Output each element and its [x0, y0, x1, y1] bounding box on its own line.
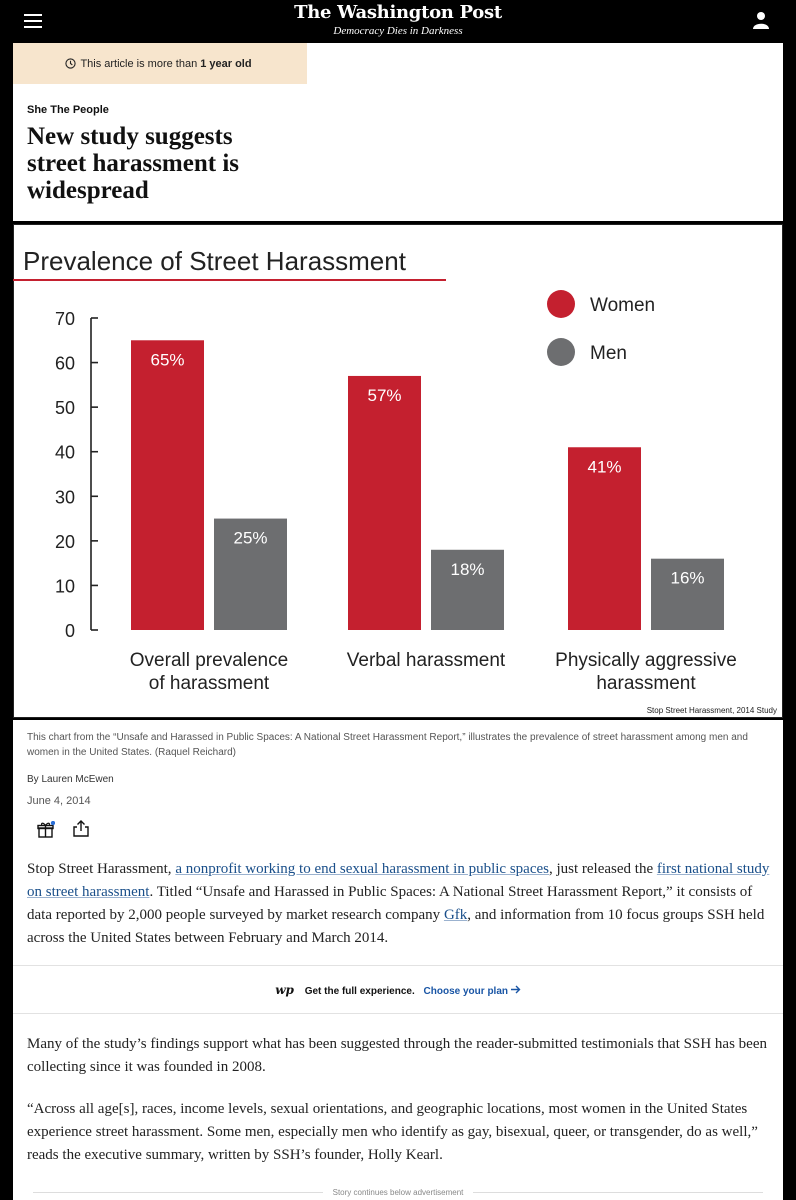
- x-category-label: Physically aggressive: [555, 650, 737, 671]
- x-category-label: Overall prevalence: [130, 650, 288, 671]
- bar-value-label: 18%: [450, 560, 484, 579]
- top-bar: The Washington Post Democracy Dies in Da…: [0, 0, 796, 43]
- y-tick-label: 10: [55, 576, 75, 596]
- publish-date: June 4, 2014: [27, 795, 91, 807]
- bar-men: [431, 549, 504, 630]
- x-category-label: Verbal harassment: [347, 650, 506, 671]
- site-logo[interactable]: The Washington Post: [294, 2, 502, 23]
- section-kicker[interactable]: She The People: [27, 104, 109, 116]
- paragraph-2: Many of the study’s findings support wha…: [27, 1036, 767, 1075]
- gift-icon[interactable]: [37, 821, 55, 839]
- divider: [13, 1013, 783, 1014]
- share-icon[interactable]: [72, 819, 90, 838]
- y-tick-label: 50: [55, 398, 75, 418]
- user-icon[interactable]: [752, 11, 770, 29]
- article-age-notice: This article is more than 1 year old: [13, 43, 307, 84]
- legend-swatch: [547, 338, 575, 366]
- age-notice-text: This article is more than: [80, 57, 198, 70]
- hamburger-icon[interactable]: [24, 14, 42, 28]
- chart-title: Prevalence of Street Harassment: [23, 246, 407, 276]
- paragraph-text: . Titled “Unsafe and Harassed in Public …: [27, 884, 753, 923]
- divider: [13, 965, 783, 966]
- bar-value-label: 25%: [233, 529, 267, 548]
- masthead[interactable]: The Washington Post Democracy Dies in Da…: [0, 2, 796, 37]
- wp-logo-icon: wp: [275, 983, 294, 997]
- bar-value-label: 16%: [670, 569, 704, 588]
- paragraph-text: , and information from 10 focus groups S…: [27, 907, 765, 946]
- y-tick-label: 0: [65, 621, 75, 641]
- bar-women: [568, 447, 641, 630]
- bar-men: [214, 518, 287, 630]
- choose-plan-link[interactable]: Choose your plan: [423, 985, 521, 997]
- subscription-promo[interactable]: wp Get the full experience. Choose your …: [13, 983, 783, 997]
- paragraph-text: , just released the: [548, 861, 657, 877]
- age-notice-bold: 1 year old: [200, 57, 252, 70]
- bar-women: [131, 340, 204, 630]
- y-tick-label: 40: [55, 443, 75, 463]
- bar-chart: Prevalence of Street Harassment 0 10 20 30 40…: [13, 224, 783, 718]
- x-category-label: harassment: [596, 673, 696, 694]
- article-header: This article is more than 1 year old She…: [13, 43, 783, 221]
- bar-men: [651, 558, 724, 630]
- headline: New study suggests street harassment is …: [27, 123, 327, 204]
- legend-label: Men: [590, 343, 627, 364]
- headline-line: street harassment is: [27, 150, 239, 177]
- paragraph-3: “Across all age[s], races, income levels…: [27, 1101, 758, 1163]
- arrow-right-icon: [510, 985, 521, 994]
- inline-link[interactable]: a nonprofit working to end sexual harass…: [175, 861, 549, 877]
- promo-text: Get the full experience.: [304, 986, 415, 997]
- headline-line: widespread: [27, 177, 149, 204]
- bar-women: [348, 375, 421, 630]
- paragraph-text: Stop Street Harassment,: [27, 861, 176, 877]
- y-tick-label: 70: [55, 309, 75, 329]
- choose-plan-label: Choose your plan: [423, 986, 508, 997]
- legend-label: Women: [590, 295, 655, 316]
- article-body: This chart from the “Unsafe and Harassed…: [13, 720, 783, 1200]
- ad-label: Story continues below advertisement: [13, 1188, 783, 1197]
- bar-value-label: 41%: [587, 457, 621, 476]
- clock-icon: [65, 58, 77, 69]
- y-tick-label: 30: [55, 487, 75, 507]
- y-tick-label: 20: [55, 532, 75, 552]
- inline-link[interactable]: first national study on street harassmen…: [27, 861, 770, 900]
- headline-line: New study suggests: [27, 123, 233, 150]
- chart-image: Prevalence of Street Harassment 0 10 20 30 40…: [13, 224, 783, 718]
- y-tick-label: 60: [55, 354, 75, 374]
- x-category-label: of harassment: [149, 673, 270, 694]
- paragraph-1: Stop Street Harassment, a nonprofit work…: [27, 858, 771, 950]
- inline-link[interactable]: Gfk: [443, 907, 468, 923]
- chart-caption: This chart from the “Unsafe and Harassed…: [27, 732, 748, 758]
- chart-source: Stop Street Harassment, 2014 Study: [647, 706, 777, 715]
- bar-value-label: 57%: [367, 386, 401, 405]
- legend-swatch: [547, 290, 575, 318]
- ad-label-text: Story continues below advertisement: [322, 1188, 474, 1197]
- site-tagline: Democracy Dies in Darkness: [333, 25, 463, 37]
- byline[interactable]: By Lauren McEwen: [27, 774, 114, 785]
- bar-value-label: 65%: [150, 350, 184, 369]
